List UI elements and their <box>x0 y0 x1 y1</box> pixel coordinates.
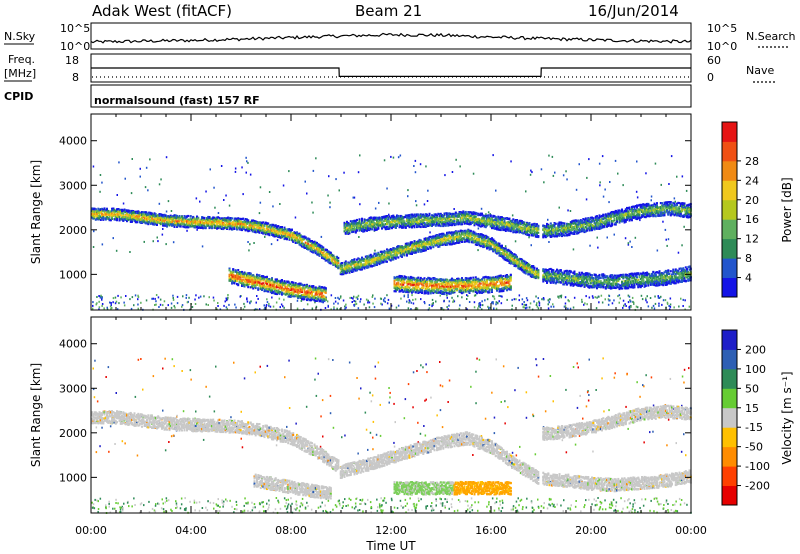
colorbar-segment <box>722 160 737 181</box>
power-colorbar-label: Power [dB] <box>780 177 794 242</box>
colorbar-segment <box>722 368 737 389</box>
colorbar-tick-label: -50 <box>745 441 763 454</box>
colorbar-segment <box>722 407 737 428</box>
power-y-ticks: 1000 2000 3000 4000 <box>59 135 691 281</box>
freq-series <box>91 67 691 78</box>
colorbar-segment <box>722 141 737 162</box>
colorbar-segment <box>722 219 737 240</box>
time-tick-label: 12:00 <box>375 524 407 537</box>
freq-label: Freq. <box>8 53 35 66</box>
colorbar-tick-label: -100 <box>745 460 770 473</box>
range-tick-label: 1000 <box>59 268 87 281</box>
freq-tick-bottom: 8 <box>72 71 79 84</box>
colorbar-segment <box>722 199 737 220</box>
colorbar-tick-label: 100 <box>745 363 766 376</box>
nsky-tick-top: 10^5 <box>60 22 90 35</box>
velocity-colorbar-label: Velocity [m s⁻¹] <box>780 371 794 464</box>
velocity-echo-layer <box>91 404 692 500</box>
range-tick-label: 2000 <box>59 427 87 440</box>
time-axis: 00:00 04:00 08:00 12:00 16:00 20:00 00:00 <box>75 524 707 537</box>
nsearch-label: N.Search <box>746 30 796 43</box>
colorbar-tick-label: 4 <box>745 272 752 285</box>
time-tick-label: 00:00 <box>675 524 707 537</box>
cpid-label: CPID <box>4 90 33 103</box>
colorbar-segment <box>722 349 737 370</box>
colorbar-tick-label: 8 <box>745 252 752 265</box>
nsearch-tick-bottom: 10^0 <box>707 40 737 53</box>
colorbar-segment <box>722 238 737 259</box>
nsky-series <box>90 32 692 44</box>
colorbar-tick-label: 200 <box>745 343 766 356</box>
velocity-x-ticks <box>90 317 692 513</box>
power-y-label: Slant Range [km] <box>29 160 43 264</box>
colorbar-tick-label: 12 <box>745 233 759 246</box>
colorbar-segment <box>722 485 737 506</box>
nsky-tick-bottom: 10^0 <box>60 40 90 53</box>
time-tick-label: 20:00 <box>575 524 607 537</box>
colorbar-tick-label: -200 <box>745 480 770 493</box>
range-tick-label: 3000 <box>59 382 87 395</box>
colorbar-segment <box>722 258 737 278</box>
power-x-ticks <box>90 114 692 310</box>
colorbar-tick-label: -15 <box>745 421 763 434</box>
velocity-y-ticks: 1000 2000 3000 4000 <box>59 338 691 484</box>
time-tick-label: 16:00 <box>475 524 507 537</box>
colorbar-tick-label: 24 <box>745 174 759 187</box>
colorbar-segment <box>722 388 737 409</box>
velocity-panel: 1000 2000 3000 4000 Slant Range [km] <box>29 316 692 514</box>
nsky-label: N.Sky <box>4 30 36 43</box>
range-tick-label: 3000 <box>59 179 87 192</box>
velocity-y-label: Slant Range [km] <box>29 363 43 467</box>
colorbar-tick-label: 15 <box>745 402 759 415</box>
time-tick-label: 08:00 <box>275 524 307 537</box>
colorbar-segment <box>722 446 737 467</box>
x-axis-label: Time UT <box>365 539 416 553</box>
freq-strip: Freq. [MHz] 18 8 60 0 Nave <box>4 53 775 84</box>
power-echo-layer <box>91 201 692 303</box>
velocity-colorbar: -200 -100 -50 -15 15 50 100 200 Velocity [m s⁻¹… <box>721 329 794 506</box>
colorbar-segment <box>722 330 737 350</box>
colorbar-segment <box>722 180 737 201</box>
range-tick-label: 4000 <box>59 338 87 351</box>
power-panel: 1000 2000 3000 4000 Slant Range [km] <box>29 113 692 311</box>
colorbar-segment <box>722 466 737 486</box>
colorbar-segment <box>722 427 737 448</box>
cpid-text: normalsound (fast) 157 RF <box>94 94 260 107</box>
cpid-strip: CPID normalsound (fast) 157 RF <box>4 84 692 108</box>
radar-title: Adak West (fitACF) <box>92 2 232 20</box>
range-tick-label: 1000 <box>59 471 87 484</box>
time-tick-label: 04:00 <box>175 524 207 537</box>
range-tick-label: 2000 <box>59 224 87 237</box>
nsky-strip: N.Sky 10^5 10^0 10^5 10^0 N.Search <box>4 22 796 53</box>
colorbar-segment <box>722 277 737 298</box>
nave-tick-bottom: 0 <box>707 71 714 84</box>
freq-unit: [MHz] <box>4 67 36 80</box>
colorbar-tick-label: 28 <box>745 155 759 168</box>
nsearch-tick-top: 10^5 <box>707 22 737 35</box>
colorbar-segment <box>722 122 737 142</box>
date-title: 16/Jun/2014 <box>588 2 679 20</box>
beam-title: Beam 21 <box>355 2 422 20</box>
colorbar-tick-label: 20 <box>745 194 759 207</box>
power-colorbar: 4 8 12 16 20 24 28 Power [dB] <box>721 121 794 298</box>
nave-tick-top: 60 <box>707 54 721 67</box>
nave-label: Nave <box>746 64 774 77</box>
range-tick-label: 4000 <box>59 135 87 148</box>
colorbar-tick-label: 50 <box>745 382 759 395</box>
colorbar-tick-label: 16 <box>745 213 759 226</box>
freq-tick-top: 18 <box>65 54 79 67</box>
time-tick-label: 00:00 <box>75 524 107 537</box>
